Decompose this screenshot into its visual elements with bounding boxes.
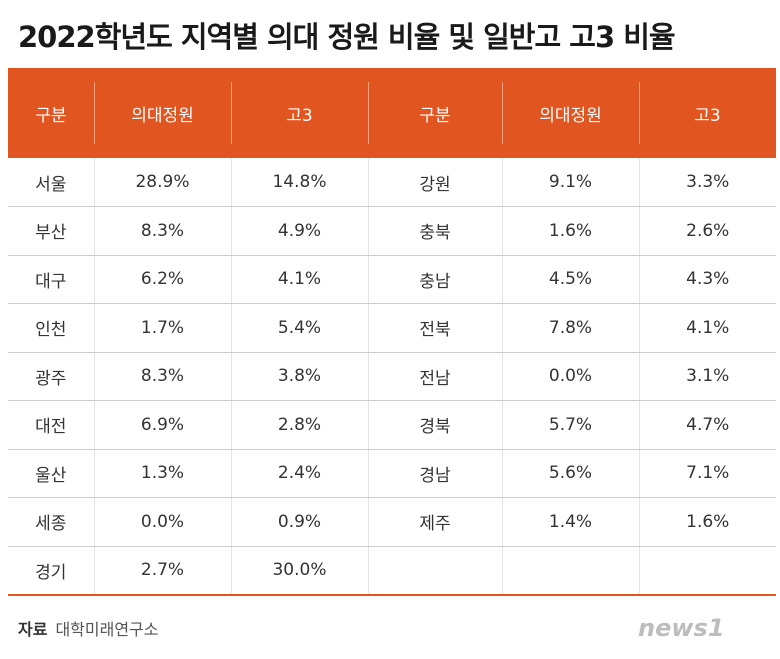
region-cell-right xyxy=(367,546,502,596)
hs3-rate-cell-right: 3.1% xyxy=(638,352,776,401)
source-label: 자료 xyxy=(18,620,48,639)
med-quota-cell-left: 28.9% xyxy=(93,158,231,207)
hs3-rate-cell-right: 7.1% xyxy=(638,449,776,498)
region-cell-left: 광주 xyxy=(8,352,94,401)
source-text: 대학미래연구소 xyxy=(55,620,159,639)
news1-logo: news1 xyxy=(638,614,725,642)
table-row: 인천 1.7% 5.4% 전북 7.8% 4.1% xyxy=(8,303,776,353)
hs3-rate-cell-left: 5.4% xyxy=(230,303,368,353)
table-row: 울산 1.3% 2.4% 경남 5.6% 7.1% xyxy=(8,449,776,498)
region-cell-left: 경기 xyxy=(8,546,94,596)
table-row: 부산 8.3% 4.9% 충북 1.6% 2.6% xyxy=(8,206,776,256)
table-row: 대구 6.2% 4.1% 충남 4.5% 4.3% xyxy=(8,255,776,304)
table-row: 세종 0.0% 0.9% 제주 1.4% 1.6% xyxy=(8,497,776,547)
med-quota-cell-right: 1.6% xyxy=(501,206,639,256)
region-cell-left: 울산 xyxy=(8,449,94,498)
hs3-rate-cell-left: 14.8% xyxy=(230,158,368,207)
hs3-rate-cell-right: 4.3% xyxy=(638,255,776,304)
med-quota-cell-right: 5.6% xyxy=(501,449,639,498)
region-cell-left: 부산 xyxy=(8,206,94,256)
table-body: 서울 28.9% 14.8% 강원 9.1% 3.3% 부산 8.3% 4.9% 충북 1.6% 2.… xyxy=(8,158,776,596)
hs3-rate-cell-right: 1.6% xyxy=(638,497,776,547)
region-cell-right: 경남 xyxy=(367,449,502,498)
region-cell-right: 강원 xyxy=(367,158,502,207)
hs3-rate-cell-right: 2.6% xyxy=(638,206,776,256)
region-cell-right: 충북 xyxy=(367,206,502,256)
med-quota-cell-right: 4.5% xyxy=(501,255,639,304)
med-quota-cell-right xyxy=(501,546,639,596)
table-row: 서울 28.9% 14.8% 강원 9.1% 3.3% xyxy=(8,158,776,207)
hs3-rate-cell-left: 4.1% xyxy=(230,255,368,304)
hs3-rate-cell-left: 2.8% xyxy=(230,400,368,450)
region-rate-table: 구분 의대정원 고3 구분 의대정원 고3 서울 28.9% 14.8% 강원 9.1%… xyxy=(8,68,776,596)
hs3-rate-cell-right xyxy=(638,546,776,596)
source-line: 자료 대학미래연구소 xyxy=(18,616,159,640)
region-cell-left: 대전 xyxy=(8,400,94,450)
chart-title: 2022학년도 지역별 의대 정원 비율 및 일반고 고3 비율 xyxy=(18,20,676,54)
region-cell-right: 전남 xyxy=(367,352,502,401)
header-med-left: 의대정원 xyxy=(94,68,231,158)
table-row: 경기 2.7% 30.0% xyxy=(8,546,776,596)
med-quota-cell-right: 5.7% xyxy=(501,400,639,450)
med-quota-cell-right: 1.4% xyxy=(501,497,639,547)
med-quota-cell-right: 7.8% xyxy=(501,303,639,353)
logo-text: news1 xyxy=(638,614,725,642)
region-cell-left: 서울 xyxy=(8,158,94,207)
hs3-rate-cell-right: 4.1% xyxy=(638,303,776,353)
header-hs3-left: 고3 xyxy=(231,68,368,158)
table-header-row: 구분 의대정원 고3 구분 의대정원 고3 xyxy=(8,68,776,158)
med-quota-cell-left: 0.0% xyxy=(93,497,231,547)
med-quota-cell-right: 0.0% xyxy=(501,352,639,401)
table-row: 대전 6.9% 2.8% 경북 5.7% 4.7% xyxy=(8,400,776,450)
hs3-rate-cell-left: 3.8% xyxy=(230,352,368,401)
header-region-left: 구분 xyxy=(35,105,67,126)
med-quota-cell-left: 8.3% xyxy=(93,352,231,401)
hs3-rate-cell-left: 4.9% xyxy=(230,206,368,256)
header-hs3-right: 고3 xyxy=(639,68,776,158)
region-cell-left: 인천 xyxy=(8,303,94,353)
table-row: 광주 8.3% 3.8% 전남 0.0% 3.1% xyxy=(8,352,776,401)
med-quota-cell-left: 8.3% xyxy=(93,206,231,256)
region-cell-left: 대구 xyxy=(8,255,94,304)
region-cell-right: 전북 xyxy=(367,303,502,353)
header-med-right: 의대정원 xyxy=(502,68,639,158)
region-cell-left: 세종 xyxy=(8,497,94,547)
med-quota-cell-left: 1.7% xyxy=(93,303,231,353)
hs3-rate-cell-right: 4.7% xyxy=(638,400,776,450)
region-cell-right: 제주 xyxy=(367,497,502,547)
hs3-rate-cell-right: 3.3% xyxy=(638,158,776,207)
med-quota-cell-left: 2.7% xyxy=(93,546,231,596)
hs3-rate-cell-left: 30.0% xyxy=(230,546,368,596)
region-cell-right: 경북 xyxy=(367,400,502,450)
med-quota-cell-right: 9.1% xyxy=(501,158,639,207)
region-cell-right: 충남 xyxy=(367,255,502,304)
med-quota-cell-left: 1.3% xyxy=(93,449,231,498)
header-region-right: 구분 xyxy=(368,68,502,158)
hs3-rate-cell-left: 0.9% xyxy=(230,497,368,547)
med-quota-cell-left: 6.2% xyxy=(93,255,231,304)
hs3-rate-cell-left: 2.4% xyxy=(230,449,368,498)
med-quota-cell-left: 6.9% xyxy=(93,400,231,450)
